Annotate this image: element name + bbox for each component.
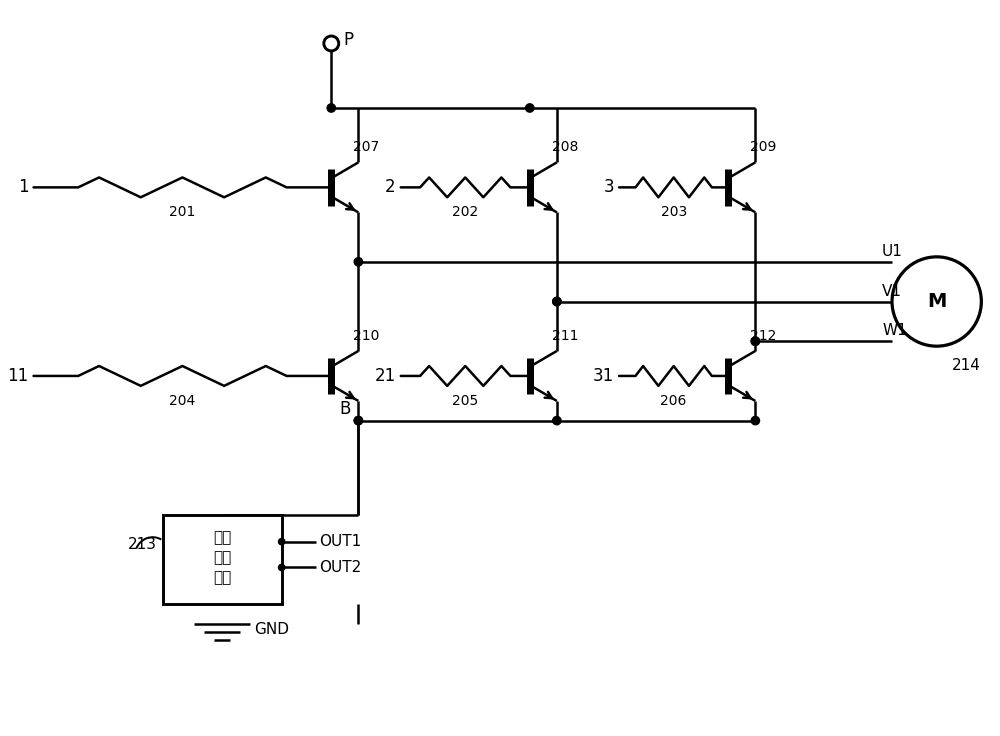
Circle shape [327, 104, 335, 112]
Circle shape [526, 104, 534, 112]
Circle shape [553, 297, 561, 305]
Text: 209: 209 [750, 141, 777, 155]
Text: 206: 206 [660, 394, 687, 408]
Text: 205: 205 [452, 394, 478, 408]
Circle shape [278, 565, 285, 570]
Text: 208: 208 [552, 141, 578, 155]
Text: 3: 3 [604, 178, 614, 197]
Text: 203: 203 [661, 205, 687, 219]
Text: 214: 214 [952, 358, 980, 373]
Text: 21: 21 [375, 367, 396, 385]
Text: V1: V1 [882, 283, 902, 299]
Text: OUT2: OUT2 [319, 560, 362, 575]
Circle shape [553, 297, 561, 305]
Circle shape [354, 417, 363, 425]
Text: 2: 2 [385, 178, 396, 197]
Circle shape [553, 417, 561, 425]
Text: 1: 1 [18, 178, 29, 197]
Text: 204: 204 [169, 394, 196, 408]
Text: W1: W1 [882, 323, 907, 339]
Text: 211: 211 [552, 329, 578, 343]
Circle shape [751, 417, 760, 425]
Text: 11: 11 [7, 367, 29, 385]
Text: GND: GND [254, 621, 289, 637]
Text: U1: U1 [882, 244, 903, 259]
Text: 采样: 采样 [213, 550, 231, 565]
Text: M: M [927, 292, 946, 311]
Text: 202: 202 [452, 205, 478, 219]
Circle shape [354, 417, 363, 425]
Text: 电流: 电流 [213, 530, 231, 545]
Text: OUT1: OUT1 [319, 534, 362, 549]
Circle shape [354, 258, 363, 266]
Circle shape [278, 539, 285, 545]
Circle shape [751, 337, 760, 345]
Text: 31: 31 [593, 367, 614, 385]
Circle shape [751, 337, 760, 345]
Text: 201: 201 [169, 205, 196, 219]
Text: B: B [339, 400, 350, 417]
Text: 210: 210 [353, 329, 380, 343]
Text: 213: 213 [128, 537, 157, 552]
Bar [163, 515, 282, 604]
Text: 207: 207 [353, 141, 380, 155]
Text: P: P [343, 32, 353, 49]
Text: 电路: 电路 [213, 570, 231, 585]
Text: 212: 212 [750, 329, 777, 343]
